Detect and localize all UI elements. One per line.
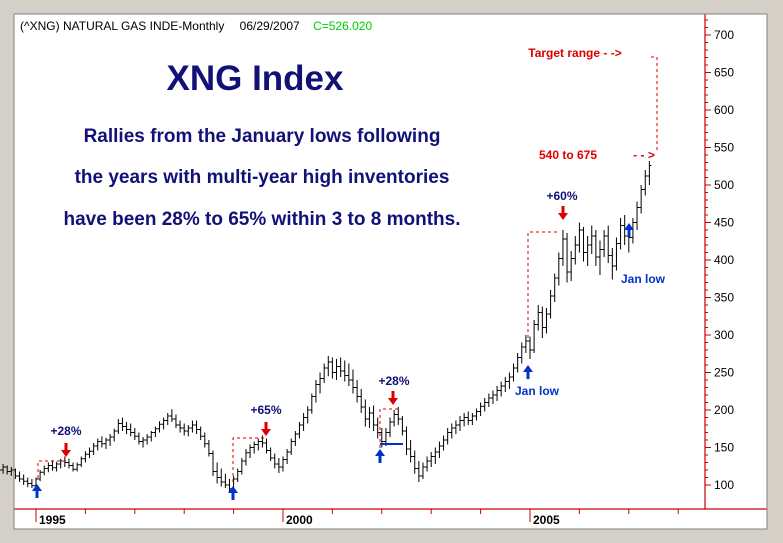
blue-up-arrow-icon (375, 449, 385, 463)
subtitle-line-3: have been 28% to 65% within 3 to 8 month… (64, 209, 461, 230)
guide-target (648, 56, 658, 150)
x-axis-ticks: 1995 2000 2005 (35, 509, 679, 527)
rally-guides (37, 56, 658, 482)
y-tick-label: 400 (714, 253, 734, 267)
jan-low-markers (32, 223, 634, 500)
x-tick-label: 1995 (39, 513, 66, 527)
x-tick-label: 2005 (533, 513, 560, 527)
subtitle-line-2: the years with multi-year high inventori… (75, 167, 450, 188)
price-bars (0, 161, 652, 493)
red-down-arrow-icon (388, 391, 398, 405)
blue-up-arrow-icon (32, 484, 42, 498)
y-tick-label: 300 (714, 328, 734, 342)
range-values-label: 540 to 675 (539, 148, 597, 162)
y-axis-ticks: 100 150 200 250 300 350 400 450 500 550 600 650 700 (705, 19, 734, 492)
y-tick-label: 500 (714, 178, 734, 192)
blue-up-arrow-icon (228, 486, 238, 500)
y-tick-label: 350 (714, 291, 734, 305)
red-down-arrow-icon (261, 422, 271, 436)
symbol-label: (^XNG) NATURAL GAS INDE-Monthly (20, 19, 224, 33)
chart-border (13, 13, 768, 530)
header-date: 06/29/2007 (240, 19, 300, 33)
y-tick-label: 650 (714, 66, 734, 80)
y-tick-label: 100 (714, 478, 734, 492)
y-tick-label: 600 (714, 103, 734, 117)
guide-2005 (527, 231, 560, 338)
x-tick-label: 2000 (286, 513, 313, 527)
jan-low-2005-label: Jan low (515, 384, 560, 398)
y-tick-label: 250 (714, 366, 734, 380)
y-tick-label: 550 (714, 141, 734, 155)
x-axis-panel (14, 509, 767, 529)
rally-1999-label: +65% (250, 403, 281, 417)
chart-title: XNG Index (167, 59, 345, 98)
blue-up-arrow-icon (523, 365, 533, 379)
guide-1999 (232, 437, 266, 482)
y-tick-label: 450 (714, 216, 734, 230)
jan-low-2007-label: Jan low (621, 272, 666, 286)
y-tick-label: 200 (714, 403, 734, 417)
subtitle-line-1: Rallies from the January lows following (84, 126, 441, 147)
rally-peak-markers (61, 206, 568, 457)
y-tick-label: 150 (714, 441, 734, 455)
red-down-arrow-icon (558, 206, 568, 220)
range-arrow-label: - - > (633, 148, 655, 162)
rally-2002-label: +28% (378, 374, 409, 388)
blue-up-arrow-icon (624, 223, 634, 237)
rally-2005-label: +60% (546, 189, 577, 203)
guide-2002 (379, 408, 398, 448)
y-axis-panel (705, 14, 767, 509)
header-close: C=526.020 (313, 19, 372, 33)
rally-1995-label: +28% (50, 424, 81, 438)
chart-header: (^XNG) NATURAL GAS INDE-Monthly 06/29/20… (20, 19, 372, 33)
target-range-label: Target range - -> (528, 46, 621, 60)
y-tick-label: 700 (714, 28, 734, 42)
red-down-arrow-icon (61, 443, 71, 457)
plot-area (14, 14, 705, 509)
